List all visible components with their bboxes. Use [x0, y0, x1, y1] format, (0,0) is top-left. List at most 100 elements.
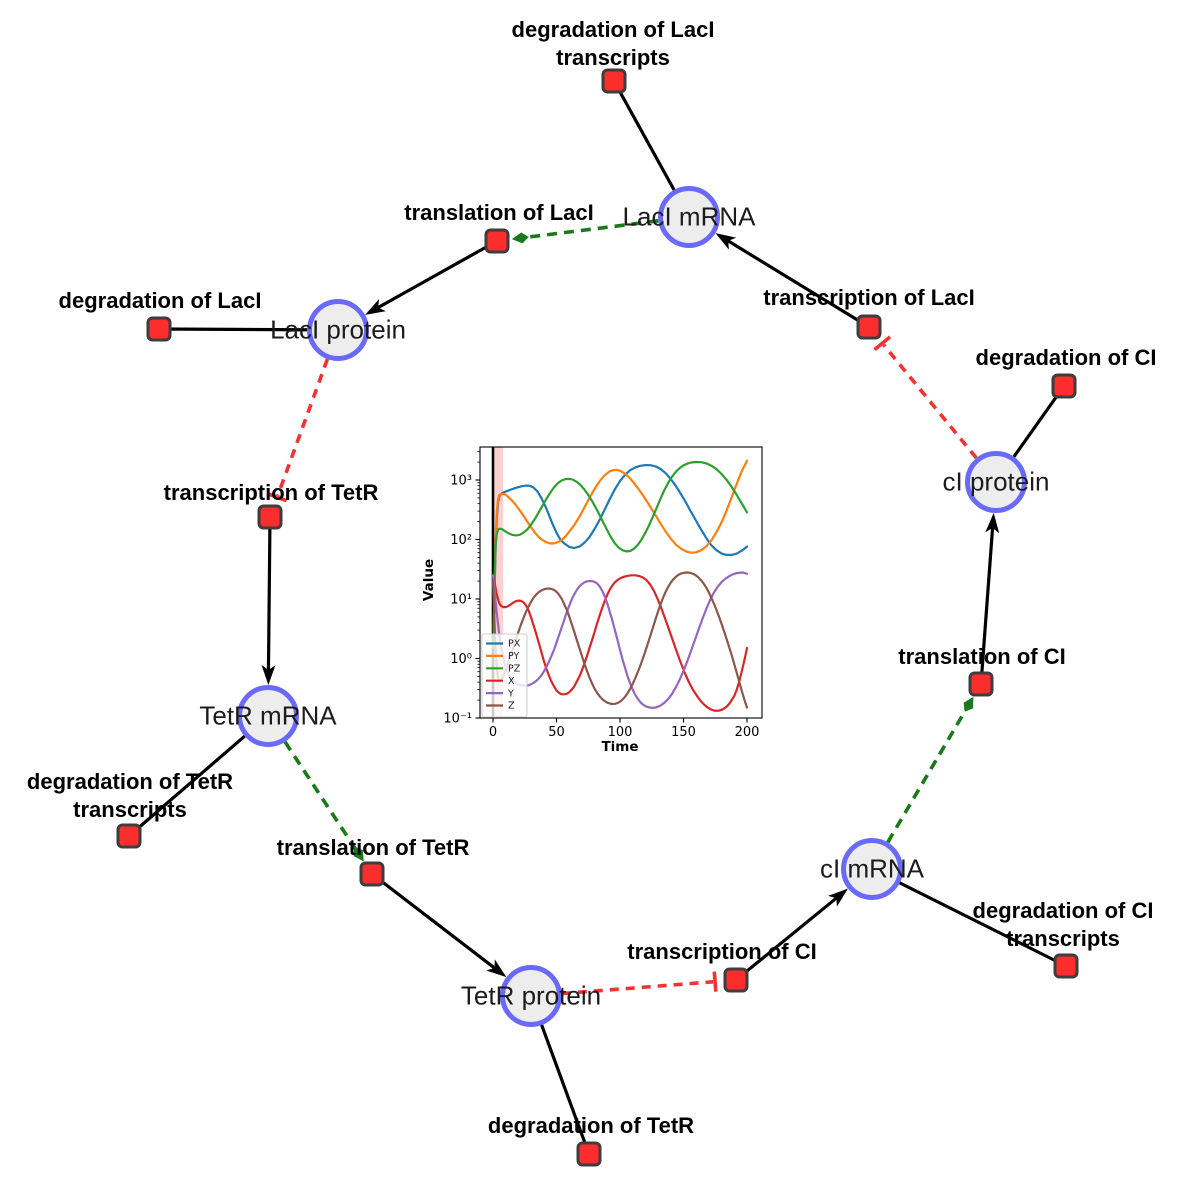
edge-product-transcription-ci-to-ci-mrna — [734, 888, 848, 982]
reaction-label-line: translation of LacI — [404, 200, 594, 225]
series-line-Z — [491, 571, 749, 709]
reaction-label-transcription-ci: transcription of CI — [627, 938, 816, 966]
series-line-PY — [492, 459, 749, 650]
reaction-label-line: translation of TetR — [276, 835, 470, 860]
species-label-laci-protein: LacI protein — [270, 314, 406, 345]
reaction-label-translation-tetr: translation of TetR — [277, 834, 470, 862]
series-line-X — [491, 574, 749, 712]
x-tick-label: 50 — [548, 725, 565, 740]
reaction-label-transcription-tetr: transcription of TetR — [164, 479, 379, 507]
reaction-node-translation-ci — [968, 671, 994, 697]
product-arrowhead — [261, 664, 276, 686]
reaction-node-translation-tetr — [359, 861, 385, 887]
edge-inhibition-ci-protein-to-transcription-laci — [873, 335, 978, 460]
reaction-label-deg-tetr-tx: degradation of TetR transcripts — [27, 768, 233, 824]
x-tick-label: 200 — [735, 725, 760, 740]
product-arrowhead — [715, 233, 737, 250]
species-node-ci-protein — [965, 451, 1027, 513]
reaction-label-deg-laci: degradation of LacI — [59, 287, 262, 315]
edge-inhibition-laci-protein-to-transcription-tetr — [267, 358, 330, 503]
reaction-label-line: transcription of TetR — [163, 480, 379, 505]
x-axis-title: Time — [601, 739, 638, 755]
reaction-node-deg-laci-tx — [601, 68, 627, 94]
chart-initial-band — [494, 447, 504, 718]
y-axis-title: Value — [421, 559, 437, 601]
modifier-arrowhead — [511, 232, 529, 244]
species-label-ci-mrna: cI mRNA — [820, 853, 924, 884]
reaction-label-transcription-laci: transcription of LacI — [763, 284, 974, 312]
y-tick-label: 10⁻¹ — [443, 712, 472, 727]
reaction-label-translation-ci: translation of CI — [898, 643, 1065, 671]
reaction-label-translation-laci: translation of LacI — [404, 199, 593, 227]
species-label-laci-mrna: LacI mRNA — [622, 201, 756, 232]
species-node-laci-mrna — [658, 186, 720, 248]
species-label-tetr-mrna: TetR mRNA — [199, 700, 337, 731]
legend-label-PZ: PZ — [508, 664, 521, 675]
product-arrowhead — [828, 888, 848, 907]
edge-product-translation-tetr-to-tetr-protein — [371, 872, 507, 978]
reaction-label-line: transcription of CI — [627, 939, 817, 964]
edge-product-translation-laci-to-laci-protein — [365, 239, 498, 315]
reaction-label-line: degradation of CI — [975, 345, 1157, 370]
edge-reactant-ci-mrna-to-deg-ci-tx — [871, 867, 1067, 968]
chart-series-group — [491, 459, 749, 712]
legend-label-Z: Z — [508, 701, 515, 712]
y-tick-label: 10² — [450, 533, 472, 548]
modifier-arrowhead — [353, 847, 364, 862]
reaction-label-deg-ci: degradation of CI — [976, 344, 1157, 372]
species-label-ci-protein: cI protein — [942, 466, 1050, 497]
edge-inhibition-tetr-protein-to-transcription-ci — [561, 971, 718, 996]
edge-product-transcription-laci-to-laci-mrna — [715, 233, 870, 329]
reaction-node-transcription-tetr — [257, 504, 283, 530]
x-tick-label: 100 — [608, 725, 633, 740]
reaction-node-deg-laci — [146, 316, 172, 342]
reaction-label-line: translation of CI — [898, 644, 1066, 669]
product-arrowhead — [985, 512, 1000, 534]
inhibition-tbar — [267, 492, 288, 503]
reaction-label-line: degradation of LacI — [511, 17, 715, 42]
edge-product-transcription-tetr-to-tetr-mrna — [261, 516, 276, 686]
reaction-label-deg-laci-tx: degradation of LacI transcripts — [512, 16, 715, 72]
legend-box — [481, 633, 528, 718]
reaction-label-deg-ci-tx: degradation of CI transcripts — [973, 897, 1154, 953]
series-line-PX — [492, 464, 749, 650]
reaction-label-line: transcription of LacI — [763, 285, 975, 310]
y-tick-label: 10³ — [450, 474, 472, 489]
inhibition-tbar — [873, 335, 892, 351]
reaction-node-deg-ci — [1051, 373, 1077, 399]
species-node-tetr-mrna — [237, 685, 299, 747]
edge-modifier-tetr-mrna-to-translation-tetr — [283, 740, 364, 862]
product-arrowhead — [365, 298, 386, 315]
species-node-ci-mrna — [841, 838, 903, 900]
product-arrowhead — [486, 959, 507, 978]
species-node-laci-protein — [307, 299, 369, 361]
reaction-label-line: transcripts — [73, 797, 187, 822]
chart-axes: 10⁻¹ 10⁰ 10¹ 10² 10³ 0 50 100 150 200 Time Value — [421, 451, 760, 755]
modifier-arrowhead — [963, 696, 974, 712]
y-tick-label: 10¹ — [450, 593, 472, 608]
species-node-tetr-protein — [500, 965, 562, 1027]
legend-label-PX: PX — [508, 639, 521, 650]
reaction-node-transcription-ci — [723, 967, 749, 993]
reaction-label-line: degradation of TetR — [26, 769, 234, 794]
reaction-label-line: degradation of CI — [972, 898, 1154, 923]
legend-label-PY: PY — [508, 651, 520, 662]
reaction-node-deg-ci-tx — [1053, 953, 1079, 979]
legend-label-X: X — [508, 676, 515, 687]
x-tick-label: 150 — [671, 725, 696, 740]
reaction-label-line: transcripts — [1006, 926, 1120, 951]
edge-product-translation-ci-to-ci-protein — [979, 512, 1000, 685]
inhibition-tbar — [712, 971, 718, 992]
species-label-tetr-protein: TetR protein — [460, 980, 602, 1011]
x-tick-label: 0 — [489, 725, 497, 740]
reaction-label-line: degradation of TetR — [487, 1113, 695, 1138]
series-line-PZ — [492, 460, 749, 650]
chart-plot-frame — [479, 446, 763, 719]
reaction-label-line: degradation of LacI — [58, 288, 262, 313]
reaction-label-line: transcripts — [556, 45, 670, 70]
reaction-label-deg-tetr: degradation of TetR — [488, 1112, 694, 1140]
